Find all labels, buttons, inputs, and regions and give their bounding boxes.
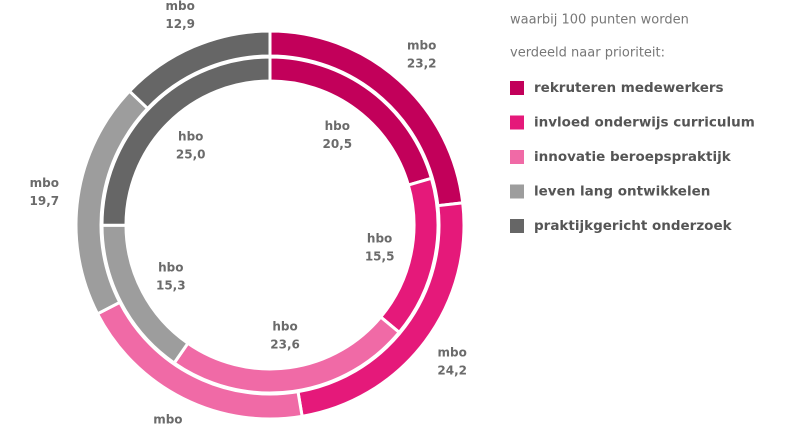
legend-label: invloed onderwijs curriculum: [534, 115, 755, 131]
legend-swatch: [510, 115, 524, 130]
series-label: mbo: [30, 176, 59, 190]
series-label: mbo: [407, 38, 436, 52]
series-label: hbo: [158, 260, 183, 274]
legend-swatch: [510, 184, 524, 199]
data-label: 15,5: [365, 249, 395, 263]
data-label: 12,9: [165, 17, 195, 31]
data-label: 15,3: [156, 278, 186, 292]
series-label: mbo: [166, 0, 195, 13]
legend-swatch: [510, 150, 524, 164]
data-label: 25,0: [176, 147, 206, 161]
subtitle: waarbij 100 punten worden: [510, 13, 689, 28]
data-label: 23,6: [270, 337, 300, 351]
data-label: 23,2: [407, 56, 437, 70]
series-label: hbo: [178, 129, 203, 143]
legend-swatch: [510, 219, 524, 233]
data-label: 19,7: [30, 194, 60, 208]
series-label: mbo: [438, 346, 467, 360]
donut-segment: [100, 55, 272, 227]
legend-label: rekruteren medewerkers: [534, 80, 724, 96]
series-label: hbo: [272, 319, 297, 333]
legend-label: leven lang ontwikkelen: [534, 184, 710, 200]
data-label: 24,2: [437, 364, 467, 378]
legend-label: praktijkgericht onderzoek: [534, 218, 733, 234]
legend-swatch: [510, 81, 524, 95]
legend-label: innovatie beroepspraktijk: [534, 149, 732, 165]
subtitle: verdeeld naar prioriteit:: [510, 46, 665, 61]
series-label: hbo: [325, 119, 350, 133]
data-label: 20,5: [323, 137, 353, 151]
series-label: hbo: [367, 231, 392, 245]
series-label: mbo: [153, 412, 182, 425]
